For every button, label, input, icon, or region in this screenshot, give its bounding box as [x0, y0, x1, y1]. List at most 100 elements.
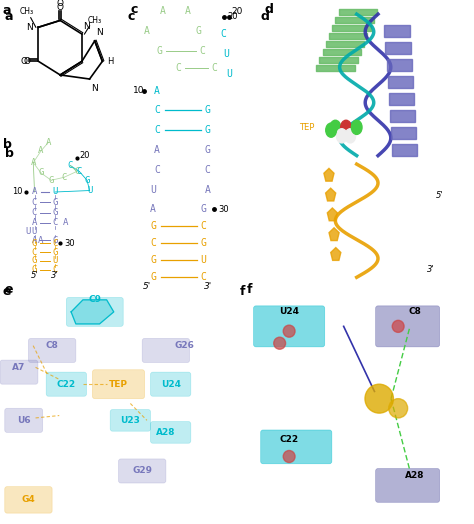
Text: G: G: [52, 208, 58, 217]
Text: C: C: [52, 219, 58, 227]
Text: 20: 20: [79, 151, 90, 160]
Text: G: G: [205, 125, 210, 135]
Text: O: O: [57, 3, 64, 12]
Text: A: A: [63, 219, 68, 227]
Text: N: N: [96, 28, 103, 37]
Text: G: G: [32, 265, 37, 274]
FancyBboxPatch shape: [110, 410, 151, 431]
Text: 10: 10: [12, 188, 23, 196]
Text: C: C: [220, 29, 227, 39]
Text: f: f: [246, 283, 252, 296]
Text: C: C: [68, 161, 73, 170]
Text: a: a: [2, 4, 11, 17]
Text: G: G: [48, 176, 54, 185]
Text: C: C: [201, 221, 207, 232]
Text: G: G: [205, 105, 210, 115]
Text: G29: G29: [132, 466, 152, 475]
Text: C: C: [211, 63, 217, 73]
Text: d: d: [261, 10, 270, 24]
Text: U: U: [87, 186, 92, 195]
Bar: [392, 144, 418, 156]
Text: C: C: [154, 125, 160, 135]
Text: C: C: [61, 173, 67, 182]
Text: C22: C22: [57, 380, 76, 389]
Text: N: N: [83, 23, 90, 31]
Text: U24: U24: [161, 380, 181, 389]
Text: C8: C8: [46, 341, 59, 350]
Text: 3': 3': [427, 265, 435, 274]
FancyBboxPatch shape: [151, 372, 191, 396]
Text: U: U: [223, 49, 229, 59]
Text: f: f: [239, 286, 245, 298]
Text: TEP: TEP: [109, 380, 128, 389]
FancyBboxPatch shape: [46, 372, 86, 396]
Bar: [390, 111, 415, 122]
Text: C: C: [201, 272, 207, 282]
Text: G: G: [32, 239, 37, 248]
Bar: [391, 127, 416, 139]
FancyBboxPatch shape: [375, 306, 439, 347]
Text: 3': 3': [203, 282, 212, 291]
FancyBboxPatch shape: [254, 306, 325, 347]
Text: c: c: [128, 10, 136, 24]
Text: C9: C9: [88, 296, 101, 304]
FancyBboxPatch shape: [151, 421, 191, 443]
Text: C: C: [205, 165, 210, 175]
Text: C: C: [32, 248, 37, 257]
Text: A: A: [205, 184, 210, 194]
Text: O: O: [57, 0, 64, 8]
Text: 30: 30: [64, 239, 74, 248]
Text: 10: 10: [133, 86, 145, 95]
Text: A: A: [144, 26, 149, 36]
FancyBboxPatch shape: [375, 468, 439, 503]
Text: e: e: [5, 283, 13, 296]
Text: C: C: [52, 239, 58, 248]
FancyBboxPatch shape: [66, 298, 123, 326]
Text: G: G: [52, 198, 58, 207]
Text: b: b: [2, 138, 11, 151]
Text: C: C: [154, 165, 160, 175]
Circle shape: [326, 123, 337, 137]
Text: A: A: [32, 219, 37, 227]
Circle shape: [392, 320, 404, 332]
Text: G: G: [150, 272, 156, 282]
Text: e: e: [2, 286, 11, 298]
Text: A7: A7: [12, 363, 26, 372]
Text: H: H: [108, 57, 114, 66]
Text: CH₃: CH₃: [88, 16, 102, 25]
Text: U: U: [201, 255, 207, 265]
Text: A: A: [31, 158, 36, 167]
Text: C: C: [32, 208, 37, 217]
Text: U: U: [52, 256, 58, 266]
Text: A28: A28: [156, 428, 176, 437]
Text: G4: G4: [21, 495, 36, 505]
Text: C8: C8: [408, 308, 421, 316]
Text: C: C: [77, 167, 82, 176]
Bar: [388, 77, 413, 88]
Text: A: A: [154, 145, 160, 155]
Text: 20: 20: [228, 13, 238, 21]
Text: G: G: [52, 236, 58, 245]
Text: U24: U24: [279, 308, 299, 316]
FancyBboxPatch shape: [118, 459, 166, 483]
Text: N: N: [27, 23, 33, 32]
Text: A: A: [150, 204, 156, 214]
Text: b: b: [5, 147, 14, 160]
FancyBboxPatch shape: [142, 339, 190, 363]
Bar: [389, 93, 414, 105]
Text: A: A: [38, 236, 44, 245]
Text: 5': 5': [142, 282, 151, 291]
Text: 5': 5': [436, 191, 443, 200]
Text: G: G: [38, 168, 44, 178]
Text: A28: A28: [405, 471, 425, 481]
Text: C: C: [52, 265, 58, 274]
Text: C22: C22: [280, 435, 299, 444]
Text: 30: 30: [218, 205, 229, 214]
Text: U: U: [150, 184, 156, 194]
Circle shape: [330, 121, 341, 135]
Text: U6: U6: [17, 416, 30, 425]
Text: G: G: [52, 248, 58, 257]
Text: U23: U23: [120, 416, 140, 425]
Text: G: G: [150, 255, 156, 265]
Text: TEP: TEP: [299, 123, 314, 132]
